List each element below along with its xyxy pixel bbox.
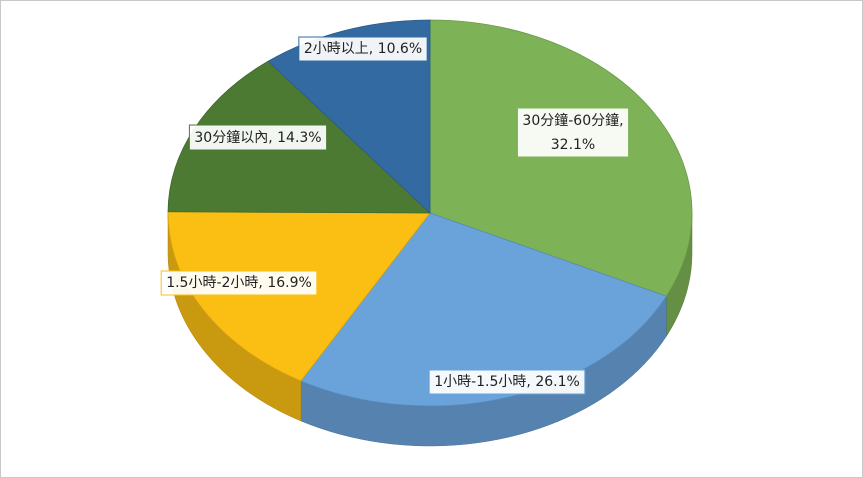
data-label: 1.5小時-2小時, 16.9% <box>160 270 318 296</box>
label-category: 1.5小時-2小時 <box>166 275 258 291</box>
label-separator: , <box>619 113 623 129</box>
pie-slice <box>300 212 667 407</box>
pie-slice <box>429 19 693 297</box>
label-box <box>188 124 328 151</box>
data-label: 30分鐘-60分鐘, 32.1% <box>516 107 630 158</box>
pie-slice <box>167 211 431 382</box>
label-value: 26.1% <box>535 374 579 390</box>
label-text: 30分鐘以內, 14.3% <box>194 129 321 146</box>
label-box <box>298 36 428 62</box>
label-value: 14.3% <box>277 130 321 146</box>
data-labels: 30分鐘-60分鐘, 32.1% 1小時-1.5小時, 26.1% 1.5小時-2小時… <box>160 36 630 395</box>
label-category: 30分鐘以內 <box>194 129 268 146</box>
label-box <box>428 369 586 395</box>
label-text: 1.5小時-2小時, 16.9% <box>166 275 312 291</box>
pie-slice <box>267 19 431 214</box>
label-text: 30分鐘-60分鐘, 32.1% <box>522 112 623 153</box>
label-value: 10.6% <box>378 41 422 57</box>
pie-top <box>167 19 693 407</box>
label-text: 1小時-1.5小時, 26.1% <box>434 374 580 390</box>
data-label: 30分鐘以內, 14.3% <box>188 124 328 151</box>
data-label: 1小時-1.5小時, 26.1% <box>428 369 586 395</box>
label-separator: , <box>526 374 535 390</box>
label-value: 32.1% <box>551 137 595 153</box>
label-category: 2小時以上 <box>304 41 369 57</box>
label-category: 30分鐘-60分鐘 <box>522 112 619 129</box>
label-text: 2小時以上, 10.6% <box>304 41 422 57</box>
label-box <box>516 107 630 158</box>
label-category: 1小時-1.5小時 <box>434 374 526 390</box>
data-label: 2小時以上, 10.6% <box>298 36 428 62</box>
label-box <box>160 270 318 296</box>
label-separator: , <box>258 275 267 291</box>
label-separator: , <box>268 130 277 146</box>
label-separator: , <box>369 41 378 57</box>
label-value: 16.9% <box>267 275 311 291</box>
